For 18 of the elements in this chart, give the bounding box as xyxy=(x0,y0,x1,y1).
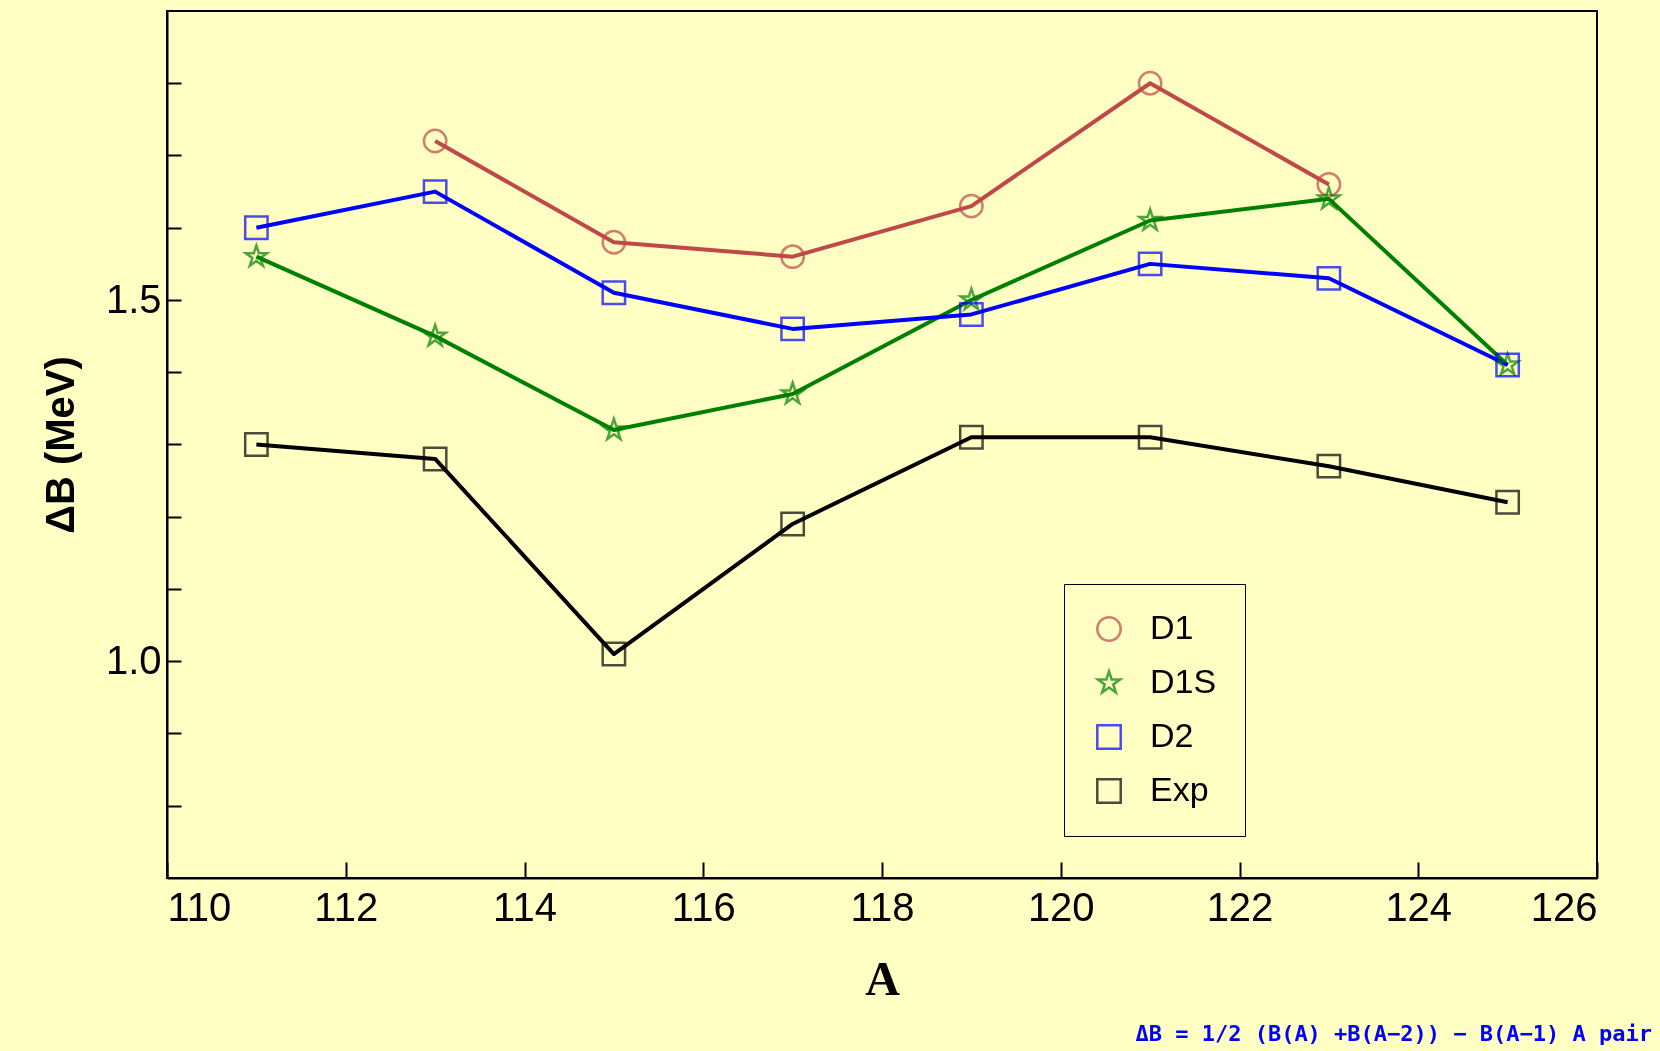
x-tick-label: 118 xyxy=(850,884,915,929)
x-tick-label: 126 xyxy=(1530,884,1598,929)
x-tick-label: 114 xyxy=(493,884,557,929)
y-tick-label: 1.5 xyxy=(105,276,162,321)
y-tick-label: 1.0 xyxy=(105,637,162,682)
x-tick-label: 122 xyxy=(1206,884,1274,929)
x-tick-label: 120 xyxy=(1027,884,1095,929)
legend-label: D1 xyxy=(1150,608,1194,646)
legend-label: D2 xyxy=(1150,716,1194,754)
x-tick-label: 112 xyxy=(314,884,379,929)
y-axis-title: ΔB (MeV) xyxy=(37,356,82,534)
text: ΔB = 1/2 (B(A) +B(A−2)) − B(A−1) A pair xyxy=(1135,1021,1652,1046)
x-tick-label: 110 xyxy=(167,884,232,929)
legend-label: Exp xyxy=(1150,770,1209,808)
x-axis-title: A xyxy=(865,951,901,1005)
x-tick-label: 124 xyxy=(1385,884,1453,929)
x-tick-label: 116 xyxy=(671,884,736,929)
legend-label: D1S xyxy=(1150,662,1217,700)
